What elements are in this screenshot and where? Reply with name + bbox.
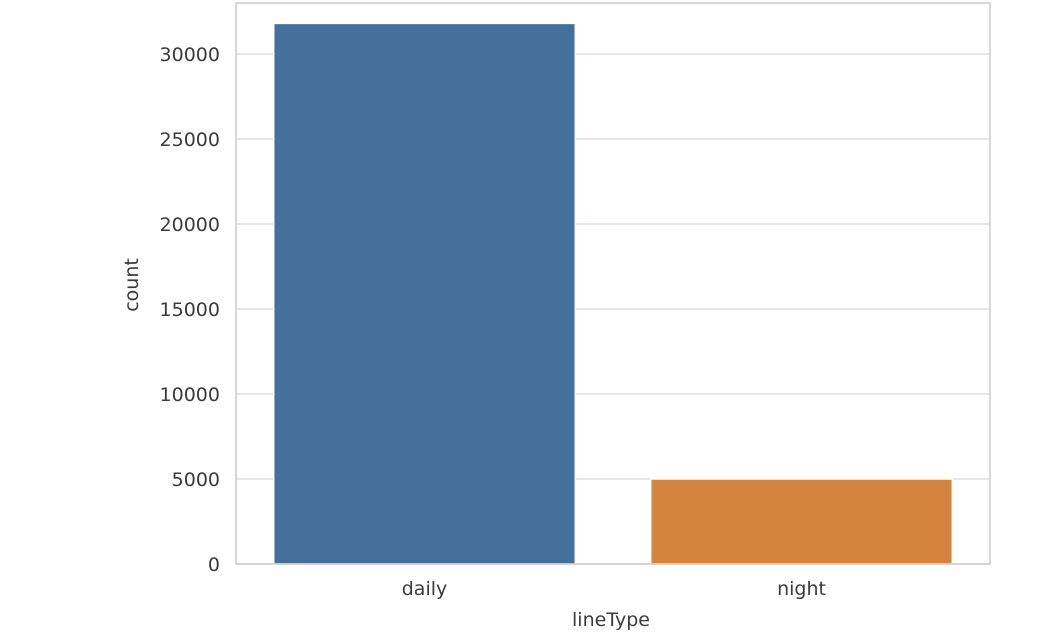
plot-frame <box>235 2 991 565</box>
y-axis-label: count <box>121 258 143 312</box>
y-tick-labels: 0 5000 10000 15000 20000 25000 30000 <box>160 44 220 576</box>
x-tick-labels: daily night <box>402 578 826 600</box>
x-tick-label: night <box>777 578 826 600</box>
y-tick-label: 5000 <box>172 469 220 491</box>
bar-night <box>649 478 954 565</box>
y-tick-label: 25000 <box>160 129 220 151</box>
y-tick-label: 10000 <box>160 384 220 406</box>
x-axis-label: lineType <box>572 609 650 631</box>
bar-daily <box>272 22 577 565</box>
x-tick-label: daily <box>402 578 448 600</box>
y-tick-label: 0 <box>208 554 220 576</box>
y-tick-label: 20000 <box>160 214 220 236</box>
bars <box>272 22 954 565</box>
y-tick-label: 30000 <box>160 44 220 66</box>
y-tick-label: 15000 <box>160 299 220 321</box>
